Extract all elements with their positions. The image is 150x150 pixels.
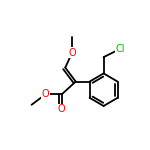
- Text: Cl: Cl: [115, 44, 125, 54]
- Text: O: O: [58, 104, 66, 114]
- Text: O: O: [68, 48, 76, 57]
- Text: O: O: [42, 89, 49, 99]
